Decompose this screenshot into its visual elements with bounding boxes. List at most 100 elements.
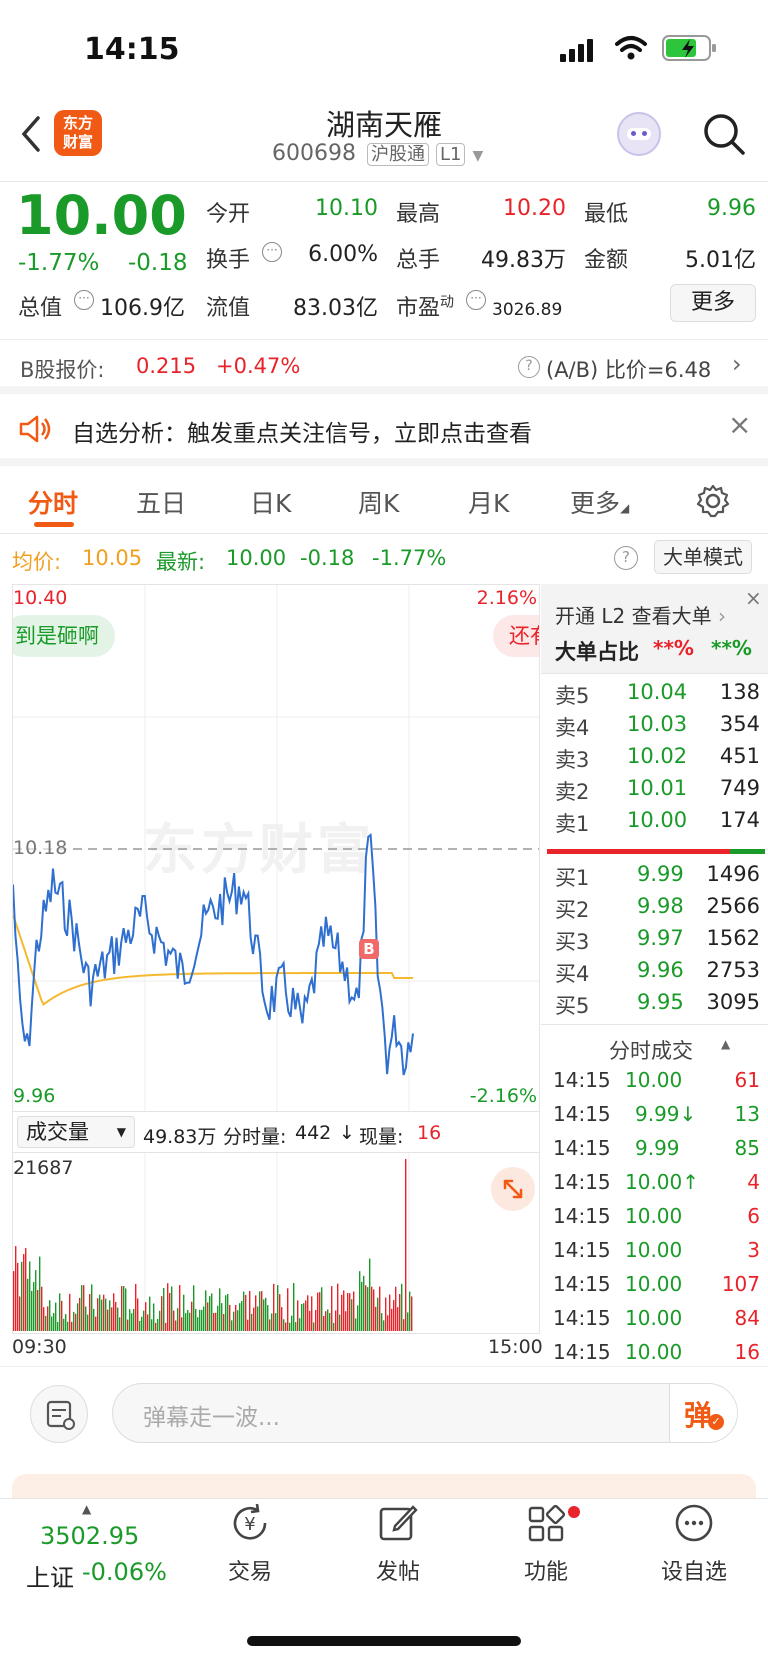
indicator-select-value: 成交量 [26, 1120, 89, 1144]
pe-label: 市盈动 [396, 294, 455, 321]
volume-bar [209, 1296, 211, 1331]
volume-bar [343, 1290, 345, 1331]
trades-header[interactable]: 分时成交 ▲ [541, 1024, 768, 1068]
volume-bar [241, 1301, 243, 1331]
volume-bars [13, 1159, 413, 1331]
volume-bar [397, 1307, 399, 1331]
bid-price: 9.96 [637, 958, 684, 982]
close-icon[interactable]: × [745, 586, 762, 610]
volume-bar [127, 1319, 129, 1331]
tab-five-day[interactable]: 五日 [136, 489, 187, 518]
volume-bar [117, 1307, 119, 1331]
help-icon[interactable]: ? [518, 356, 540, 378]
indicator-select[interactable]: 成交量 ▼ [17, 1116, 135, 1148]
volume-bar [239, 1303, 241, 1331]
volume-bar [401, 1283, 403, 1331]
volume-bar [141, 1316, 143, 1331]
buy-marker[interactable]: B [359, 939, 379, 959]
volume-bar [201, 1309, 203, 1331]
bid-label: 买1 [555, 866, 590, 890]
volume-bar [111, 1307, 113, 1331]
volume-bar [129, 1309, 131, 1331]
danmu-bubble[interactable]: 到是砸啊 [13, 615, 115, 657]
l2-title[interactable]: 开通 L2 查看大单 › [555, 604, 726, 628]
volume-chart[interactable]: 21687 [12, 1152, 540, 1334]
volume-bar [353, 1291, 355, 1331]
app-logo[interactable]: 东方 财富 [54, 110, 102, 156]
chart-tabs [0, 466, 768, 534]
volume-bar [281, 1307, 283, 1331]
close-icon[interactable]: × [728, 408, 752, 441]
volume-bar [211, 1293, 213, 1331]
volume-bar [359, 1271, 361, 1331]
info-icon[interactable]: ··· [262, 242, 282, 262]
tab-week-k[interactable]: 周K [358, 489, 400, 518]
promo-strip[interactable] [12, 1474, 756, 1498]
expand-icon[interactable] [491, 1167, 535, 1211]
volume-bar [153, 1303, 155, 1331]
big-order-ratio-out: **% [711, 636, 752, 660]
nav-function[interactable]: 功能 [486, 1500, 606, 1586]
nav-post[interactable]: 发帖 [338, 1500, 458, 1586]
tab-day-k[interactable]: 日K [250, 489, 292, 518]
volume-bar [321, 1287, 323, 1331]
volume-bar [275, 1313, 277, 1331]
volume-bar [147, 1314, 149, 1331]
volume-bar [271, 1313, 273, 1331]
info-icon[interactable]: ··· [74, 290, 94, 310]
volume-bar [319, 1292, 321, 1331]
volume-bar [233, 1311, 235, 1331]
volume-bar [305, 1300, 307, 1331]
tab-intraday[interactable]: 分时 [28, 489, 79, 518]
volume-bar [169, 1292, 171, 1331]
alert-banner[interactable]: 自选分析：触发重点关注信号，立即点击查看 × [0, 394, 768, 466]
volume-bar [405, 1159, 407, 1331]
info-icon[interactable]: ··· [466, 290, 486, 310]
robot-avatar[interactable] [617, 112, 661, 156]
low-label: 最低 [584, 202, 629, 227]
index-name: 上证 [26, 1564, 74, 1592]
latest-value: 10.00 [226, 546, 287, 570]
volume-bar [161, 1296, 163, 1331]
volume-bar [163, 1288, 165, 1331]
volume-bar [277, 1285, 279, 1331]
volume-bar [377, 1297, 379, 1331]
search-icon[interactable] [702, 112, 746, 156]
big-order-mode-button[interactable]: 大单模式 [654, 540, 752, 574]
high-label: 最高 [396, 202, 441, 227]
nav-post-label: 发帖 [375, 1560, 420, 1585]
latest-label: 最新: [156, 550, 206, 574]
danmu-input-placeholder: 弹幕走一波... [143, 1405, 280, 1431]
danmu-send-button[interactable]: 弹 ✓ [669, 1384, 737, 1442]
latest-change-pct: -1.77% [372, 546, 447, 570]
low-value: 9.96 [707, 196, 756, 221]
volume-bar [327, 1309, 329, 1331]
danmu-input[interactable]: 弹幕走一波... 弹 ✓ [112, 1383, 738, 1443]
volume-bar [35, 1270, 37, 1331]
settings-icon[interactable] [696, 484, 730, 518]
intraday-chart[interactable]: 东方财富 10.40 9.96 2.16% -2.16% 10.18 到是砸啊 … [12, 584, 540, 1112]
volume-bar [329, 1313, 331, 1331]
volume-bar [79, 1297, 81, 1331]
danmu-settings-icon[interactable] [30, 1385, 88, 1443]
volume-bar [121, 1286, 123, 1331]
volume-bar [219, 1288, 221, 1331]
tab-month-k[interactable]: 月K [468, 489, 510, 518]
tab-more[interactable]: 更多◢ [570, 489, 630, 518]
volume-bar [245, 1294, 247, 1331]
volume-bar [263, 1299, 265, 1331]
more-button[interactable]: 更多 [670, 284, 756, 322]
bshare-row[interactable]: B股报价: 0.215 +0.47% ? (A/B) 比价=6.48 › [0, 340, 768, 394]
last-price: 10.00 [16, 184, 187, 247]
danmu-bubble[interactable]: 还有 [493, 615, 539, 657]
back-icon[interactable] [18, 114, 44, 154]
volume-bar [395, 1286, 397, 1331]
nav-function-label: 功能 [523, 1560, 568, 1585]
help-icon[interactable]: ? [614, 546, 638, 570]
volume-bar [291, 1315, 293, 1331]
stock-subtitle[interactable]: 600698 沪股通 L1 ▼ [272, 140, 483, 166]
nav-trade[interactable]: ¥ 交易 [190, 1500, 310, 1586]
ask-volume: 174 [719, 808, 760, 832]
nav-add-watchlist[interactable]: 设自选 [634, 1500, 754, 1586]
index-widget[interactable]: ▲ 3502.95 上证 -0.06% [18, 1502, 188, 1592]
